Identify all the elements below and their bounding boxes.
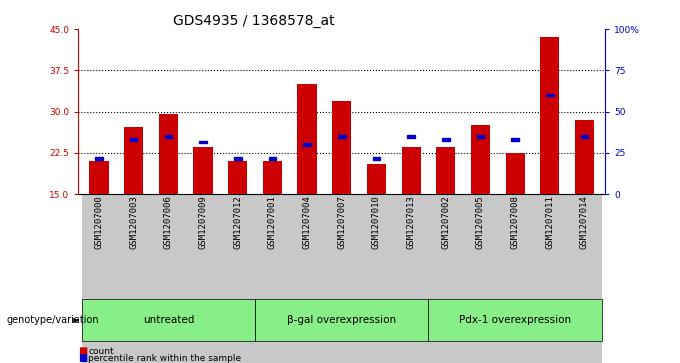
Bar	[263, 161, 282, 194]
Bar	[90, 161, 109, 194]
Text: β-gal overexpression: β-gal overexpression	[287, 315, 396, 325]
Bar	[303, 143, 311, 146]
Bar	[498, 194, 532, 363]
Bar	[255, 194, 290, 363]
Text: ■: ■	[78, 353, 88, 363]
Bar	[477, 135, 484, 138]
Bar	[332, 101, 352, 194]
Bar	[269, 157, 276, 160]
Bar	[359, 194, 394, 363]
Text: Pdx-1 overexpression: Pdx-1 overexpression	[459, 315, 571, 325]
Bar	[373, 157, 380, 160]
Bar	[234, 157, 241, 160]
Bar	[367, 164, 386, 194]
Bar	[394, 194, 428, 363]
Bar	[511, 138, 519, 140]
Text: ■: ■	[78, 346, 88, 356]
Bar	[505, 153, 524, 194]
Bar	[407, 135, 415, 138]
Text: GDS4935 / 1368578_at: GDS4935 / 1368578_at	[173, 14, 335, 28]
Bar	[338, 135, 345, 138]
Text: count: count	[88, 347, 114, 355]
Bar	[436, 147, 455, 194]
Bar	[297, 84, 317, 194]
Bar	[194, 147, 213, 194]
Bar	[82, 194, 116, 363]
Bar	[116, 194, 151, 363]
Bar	[151, 194, 186, 363]
Bar	[199, 140, 207, 143]
Bar	[428, 194, 463, 363]
Bar	[540, 37, 559, 194]
Bar	[290, 194, 324, 363]
Bar	[581, 135, 588, 138]
Bar	[546, 94, 554, 97]
Bar	[220, 194, 255, 363]
Bar	[95, 157, 103, 160]
Bar	[159, 114, 178, 194]
Bar	[130, 138, 137, 140]
Bar	[186, 194, 220, 363]
Bar	[575, 120, 594, 194]
Bar	[228, 161, 248, 194]
Bar	[471, 125, 490, 194]
Bar	[401, 147, 420, 194]
Bar	[324, 194, 359, 363]
Text: genotype/variation: genotype/variation	[7, 315, 99, 325]
Bar	[532, 194, 567, 363]
Bar	[165, 135, 172, 138]
Text: percentile rank within the sample: percentile rank within the sample	[88, 354, 241, 363]
Text: untreated: untreated	[143, 315, 194, 325]
Bar	[124, 127, 143, 194]
Bar	[463, 194, 498, 363]
Bar	[567, 194, 602, 363]
Bar	[442, 138, 449, 140]
